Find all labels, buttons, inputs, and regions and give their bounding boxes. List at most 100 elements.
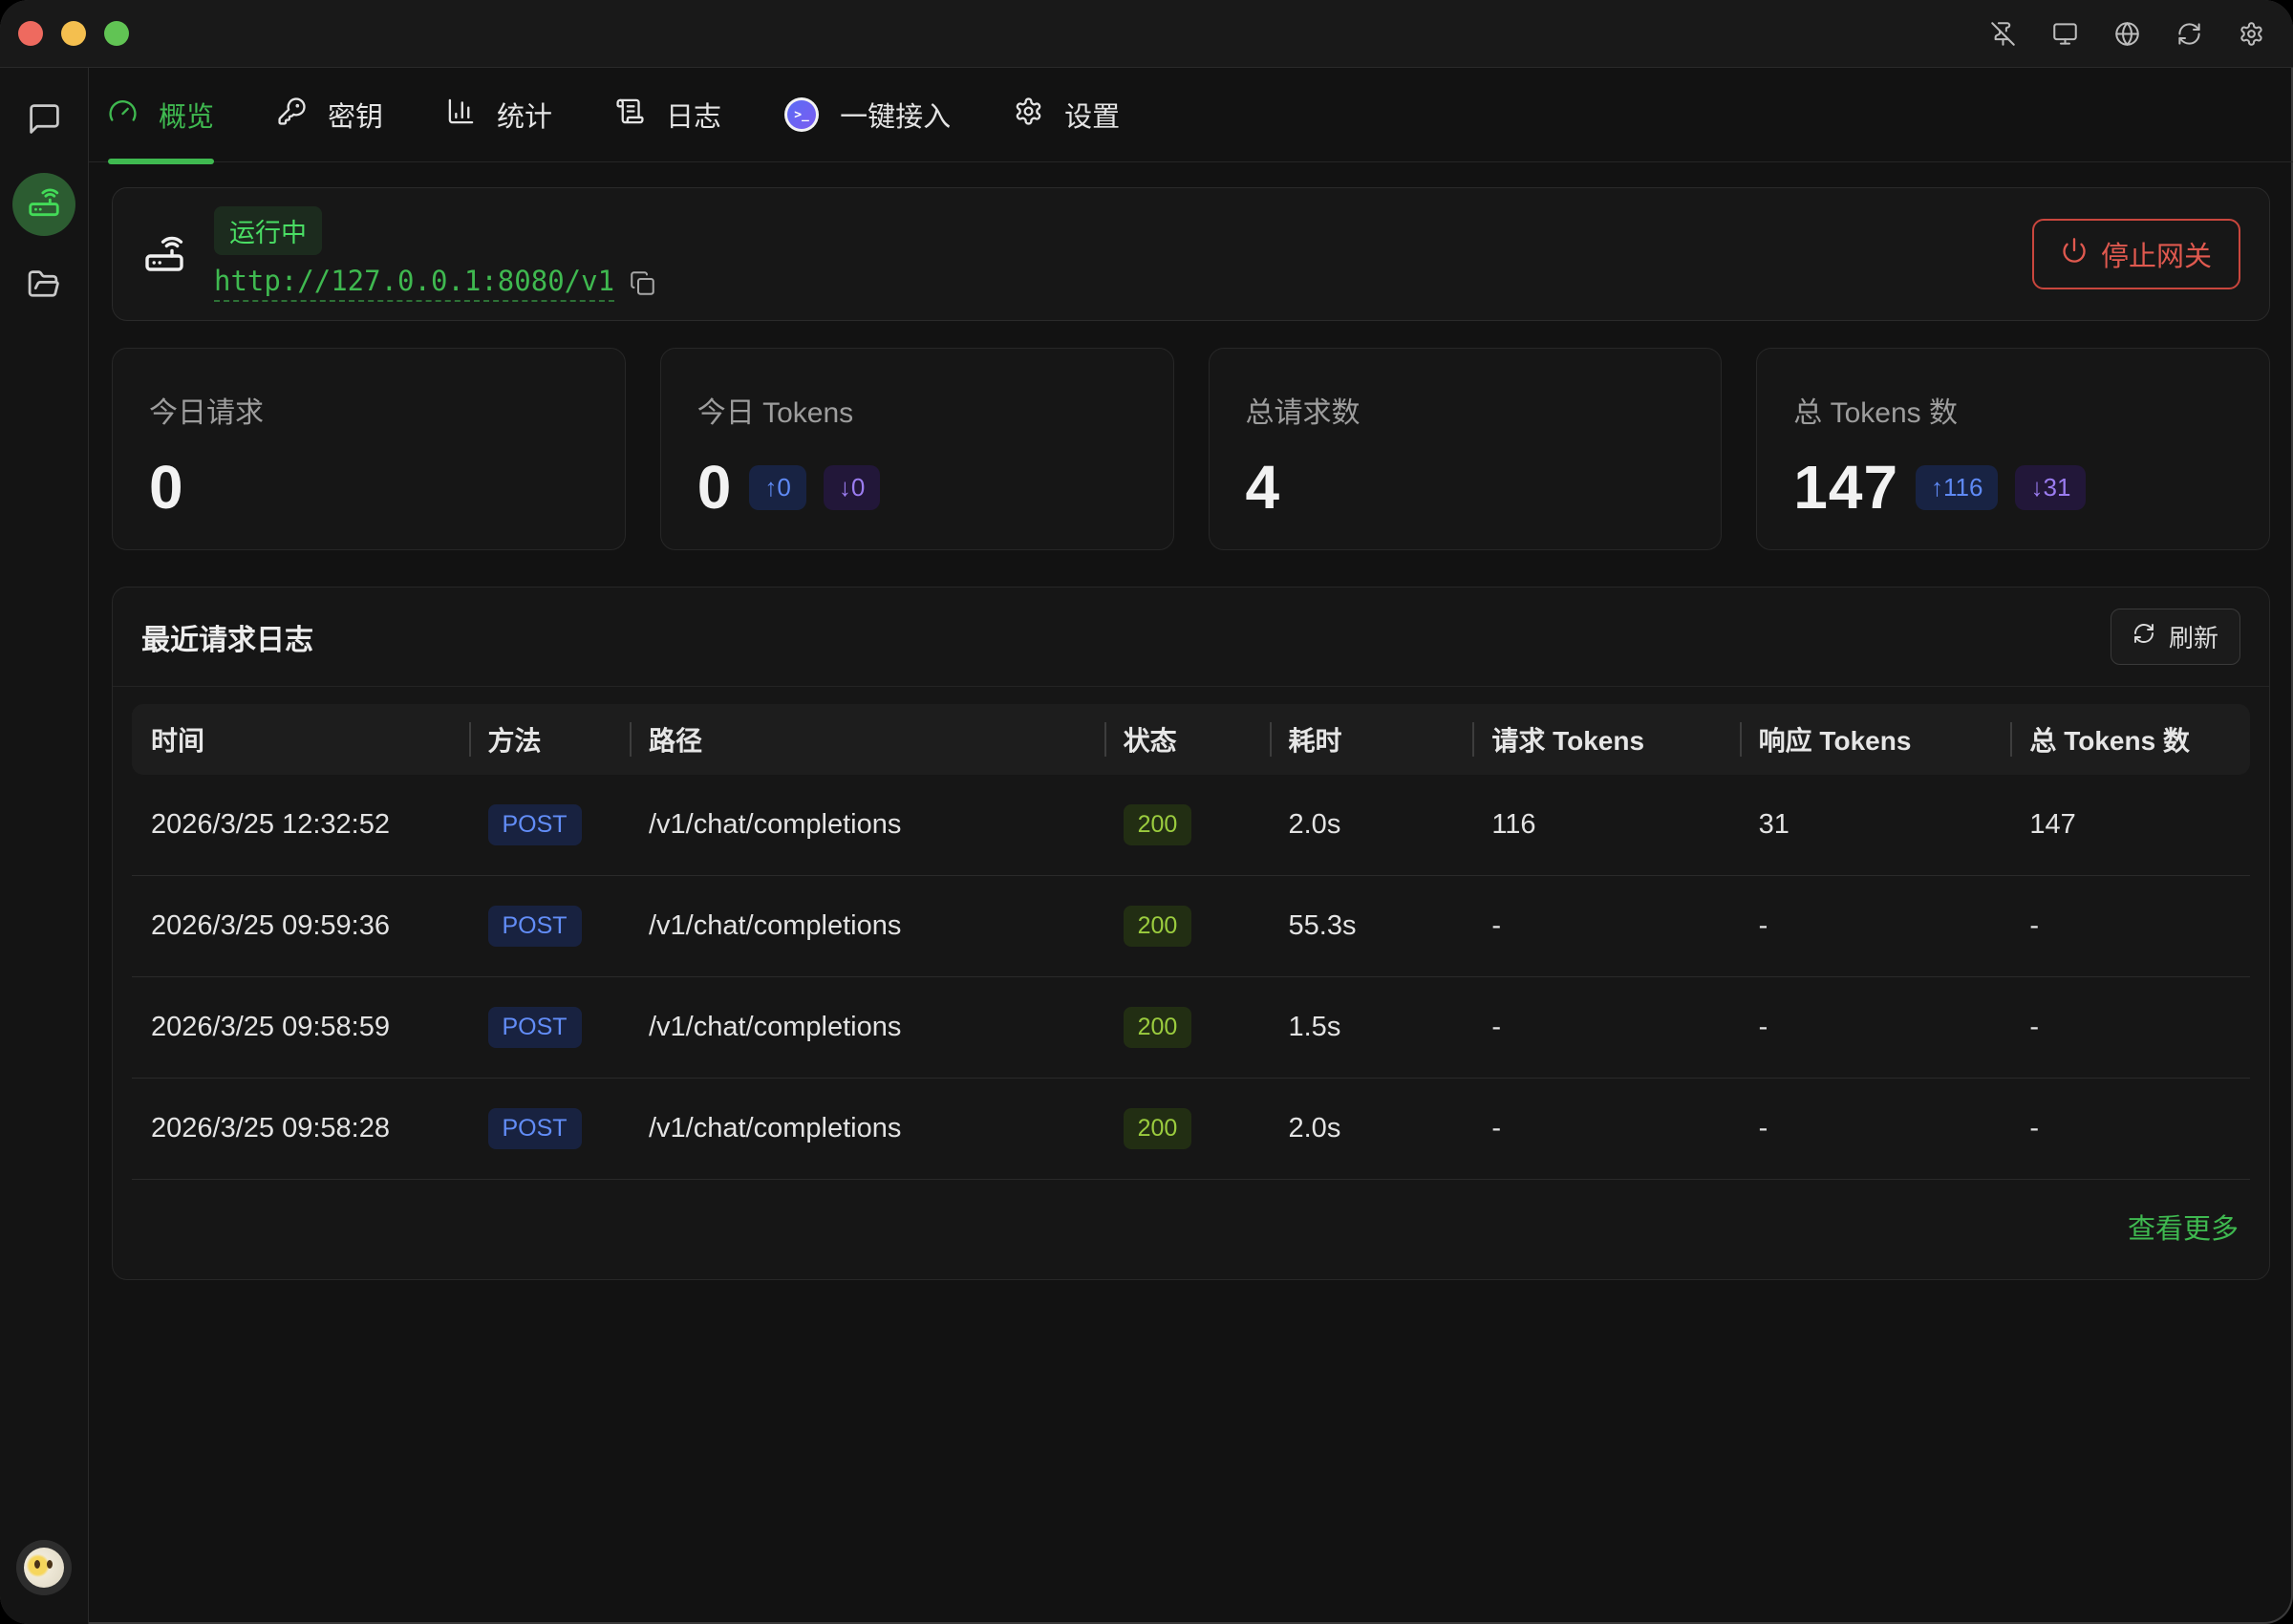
sidebar-item-gateway-active[interactable] [12,173,75,236]
cell-path: /v1/chat/completions [630,775,1104,875]
globe-icon[interactable] [2114,21,2140,47]
refresh-icon [2132,622,2155,652]
cell-time: 2026/3/25 09:58:59 [132,977,469,1078]
cell-resp-tokens: - [1740,1079,2011,1179]
sidebar-item-chat[interactable] [25,102,63,140]
cell-time: 2026/3/25 09:59:36 [132,876,469,976]
avatar-emoji-face [24,1548,64,1588]
cell-duration: 55.3s [1270,876,1473,976]
tab-bar: 概览 密钥 统计 日志 [89,68,2293,162]
stat-value: 0 [149,452,184,523]
refresh-label: 刷新 [2169,619,2218,654]
traffic-lights [18,21,129,46]
gear-icon [1014,96,1043,134]
method-badge: POST [488,1007,582,1048]
view-more-link[interactable]: 查看更多 [2128,1207,2239,1247]
stat-card-today-tokens: 今日 Tokens 0 ↑0 ↓0 [660,348,1174,550]
column-header-method: 方法 [469,704,630,775]
stat-card-total-requests: 总请求数 4 [1209,348,1723,550]
tab-settings[interactable]: 设置 [1014,68,1120,161]
cell-path: /v1/chat/completions [630,876,1104,976]
tab-oneclick[interactable]: >_ 一键接入 [784,68,951,161]
tab-stats[interactable]: 统计 [446,68,552,161]
cell-duration: 2.0s [1270,1079,1473,1179]
status-code-badge: 200 [1124,1108,1192,1149]
method-badge: POST [488,906,582,947]
stop-gateway-button[interactable]: 停止网关 [2032,219,2240,289]
tab-label: 日志 [666,95,721,135]
stat-label: 总请求数 [1246,389,1685,431]
column-header-req-tokens: 请求 Tokens [1472,704,1739,775]
cell-req-tokens: 116 [1472,775,1739,875]
stat-cards: 今日请求 0 今日 Tokens 0 ↑0 ↓0 总请求数 4 [112,348,2270,550]
sync-icon[interactable] [2176,21,2202,47]
cell-total-tokens: - [2010,977,2250,1078]
status-code-badge: 200 [1124,906,1192,947]
tab-overview[interactable]: 概览 [108,68,214,161]
cell-total-tokens: - [2010,876,2250,976]
router-icon [26,184,62,225]
zoom-window-button[interactable] [104,21,129,46]
cell-total-tokens: - [2010,1079,2250,1179]
tokens-up-badge: ↑116 [1916,465,1998,510]
tokens-up-badge: ↑0 [749,465,805,510]
gateway-status-banner: 运行中 http://127.0.0.1:8080/v1 [112,187,2270,321]
cell-time: 2026/3/25 12:32:52 [132,775,469,875]
cell-req-tokens: - [1472,876,1739,976]
cell-req-tokens: - [1472,977,1739,1078]
folder-open-icon [27,267,62,308]
sidebar-item-files[interactable] [25,268,63,307]
settings-icon[interactable] [2239,21,2264,47]
key-icon [277,96,307,134]
cell-duration: 2.0s [1270,775,1473,875]
cell-path: /v1/chat/completions [630,977,1104,1078]
column-header-time: 时间 [132,704,469,775]
cell-duration: 1.5s [1270,977,1473,1078]
column-header-resp-tokens: 响应 Tokens [1740,704,2011,775]
router-icon [141,231,187,277]
terminal-circle-icon: >_ [784,97,819,132]
tab-keys[interactable]: 密钥 [277,68,383,161]
stat-card-today-requests: 今日请求 0 [112,348,626,550]
refresh-button[interactable]: 刷新 [2111,609,2240,665]
logs-table: 时间 方法 路径 状态 耗时 请求 Tokens 响应 Tokens 总 Tok… [113,687,2269,1180]
tokens-down-badge: ↓31 [2015,465,2086,510]
table-row: 2026/3/25 09:59:36 POST /v1/chat/complet… [132,876,2250,977]
cell-total-tokens: 147 [2010,775,2250,875]
tab-label: 设置 [1064,95,1120,135]
table-row: 2026/3/25 12:32:52 POST /v1/chat/complet… [132,775,2250,876]
cell-resp-tokens: 31 [1740,775,2011,875]
table-row: 2026/3/25 09:58:28 POST /v1/chat/complet… [132,1079,2250,1180]
gateway-url-link[interactable]: http://127.0.0.1:8080/v1 [214,265,614,302]
table-header-row: 时间 方法 路径 状态 耗时 请求 Tokens 响应 Tokens 总 Tok… [132,704,2250,775]
recent-logs-panel: 最近请求日志 刷新 时间 方法 路径 状态 [112,587,2270,1280]
display-icon[interactable] [2052,21,2078,47]
stat-label: 今日请求 [149,389,589,431]
copy-icon[interactable] [630,270,655,296]
stat-label: 总 Tokens 数 [1793,389,2233,431]
method-badge: POST [488,1108,582,1149]
column-header-path: 路径 [630,704,1104,775]
cell-req-tokens: - [1472,1079,1739,1179]
bar-chart-icon [446,96,476,134]
tab-logs[interactable]: 日志 [615,68,721,161]
stat-value: 0 [697,452,733,523]
table-row: 2026/3/25 09:58:59 POST /v1/chat/complet… [132,977,2250,1079]
stat-value: 4 [1246,452,1281,523]
app-window: 概览 密钥 统计 日志 [0,0,2293,1624]
column-header-status: 状态 [1104,704,1270,775]
pin-off-icon[interactable] [1990,21,2016,47]
tab-label: 一键接入 [840,95,951,135]
stat-card-total-tokens: 总 Tokens 数 147 ↑116 ↓31 [1756,348,2270,550]
tokens-down-badge: ↓0 [824,465,880,510]
left-sidebar [0,68,89,1624]
close-window-button[interactable] [18,21,43,46]
status-code-badge: 200 [1124,804,1192,845]
power-icon [2061,237,2088,271]
column-header-total-tokens: 总 Tokens 数 [2010,704,2250,775]
status-badge: 运行中 [214,206,322,255]
user-avatar[interactable] [16,1540,72,1595]
minimize-window-button[interactable] [61,21,86,46]
cell-resp-tokens: - [1740,876,2011,976]
scroll-icon [615,96,645,134]
